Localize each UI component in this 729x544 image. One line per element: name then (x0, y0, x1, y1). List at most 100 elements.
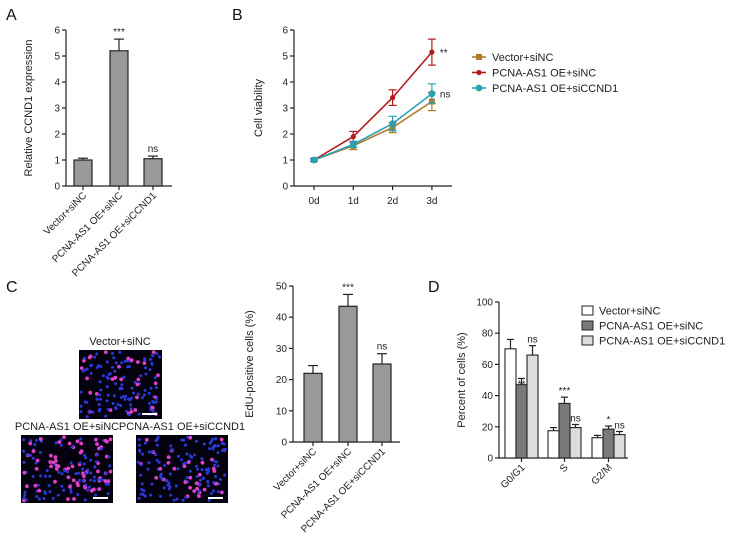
y-tick-label: 2 (282, 130, 288, 141)
nucleus (105, 385, 109, 389)
nucleus (137, 438, 141, 442)
nucleus (204, 468, 208, 472)
nucleus (151, 409, 155, 413)
circle-marker (428, 90, 436, 98)
nucleus (143, 357, 147, 361)
x-tick-label: 3d (426, 196, 437, 207)
edu-positive-nucleus (192, 489, 197, 493)
nucleus (147, 391, 151, 395)
nucleus (107, 377, 110, 380)
edu-positive-nucleus (197, 494, 201, 498)
nucleus (42, 497, 46, 500)
nucleus (86, 488, 90, 492)
nucleus (79, 390, 83, 394)
nucleus (95, 397, 99, 401)
nucleus (136, 460, 140, 464)
nucleus (212, 481, 215, 484)
nucleus (104, 414, 108, 418)
nucleus (143, 389, 147, 392)
nucleus (148, 358, 152, 361)
series-line (313, 100, 433, 161)
nucleus (92, 479, 96, 483)
significance-label: ** (440, 48, 448, 59)
y-tick-label: 1 (282, 156, 288, 167)
edu-positive-nucleus (85, 376, 89, 381)
y-tick-label: 5 (282, 52, 288, 63)
nucleus (147, 450, 151, 454)
diamond-marker (476, 69, 482, 76)
nucleus (195, 474, 199, 478)
edu-positive-nucleus (33, 483, 38, 488)
nucleus (150, 450, 154, 454)
nucleus (140, 463, 143, 467)
edu-positive-nucleus (97, 446, 101, 451)
y-tick-label: 0 (281, 438, 287, 449)
nucleus (171, 448, 175, 452)
nucleus (127, 365, 131, 369)
edu-positive-nucleus (151, 350, 156, 354)
nucleus (51, 496, 55, 500)
y-tick-label: 50 (276, 282, 288, 293)
edu-positive-nucleus (67, 441, 72, 446)
nucleus (176, 467, 180, 471)
nucleus (83, 498, 87, 502)
edu-positive-nucleus (220, 490, 224, 495)
nucleus (154, 386, 158, 390)
nucleus (122, 375, 126, 379)
nucleus (112, 394, 116, 398)
nucleus (62, 488, 66, 492)
nucleus (176, 454, 180, 458)
nucleus (196, 467, 200, 471)
nucleus (141, 452, 144, 456)
nucleus (213, 463, 217, 467)
edu-positive-nucleus (103, 479, 108, 484)
x-tick-label: 0d (308, 196, 319, 207)
edu-positive-nucleus (188, 485, 193, 490)
nucleus (22, 438, 26, 442)
nucleus (82, 462, 86, 466)
nucleus (31, 475, 35, 478)
nucleus (97, 403, 101, 406)
nucleus (37, 497, 41, 501)
nucleus (139, 492, 143, 496)
edu-positive-nucleus (54, 459, 58, 463)
bar (569, 427, 582, 459)
nucleus (213, 444, 217, 448)
edu-positive-nucleus (166, 461, 171, 465)
nucleus (93, 355, 96, 359)
edu-positive-nucleus (119, 377, 124, 382)
nucleus (183, 443, 187, 447)
nucleus (100, 447, 104, 451)
y-tick-label: 0 (487, 454, 493, 465)
nucleus (215, 460, 218, 464)
nucleus (98, 393, 102, 397)
nucleus (34, 461, 38, 465)
edu-positive-nucleus (183, 480, 188, 485)
nucleus (84, 471, 88, 475)
micrograph-image (21, 435, 113, 503)
edu-positive-nucleus (108, 437, 113, 442)
nucleus (101, 374, 105, 378)
nucleus (98, 380, 102, 384)
nucleus (47, 484, 51, 488)
nucleus (85, 415, 89, 419)
nucleus (146, 467, 150, 471)
nucleus (63, 469, 67, 473)
y-axis-label: Cell viability (253, 78, 265, 137)
nucleus (214, 437, 218, 441)
nucleus (159, 472, 163, 476)
nucleus (195, 439, 198, 443)
nucleus (85, 367, 89, 371)
edu-positive-nucleus (22, 470, 27, 475)
y-tick-label: 4 (54, 78, 60, 89)
bar (515, 384, 528, 459)
y-tick-label: 20 (482, 422, 494, 433)
edu-positive-nucleus (117, 364, 121, 369)
nucleus (92, 475, 96, 479)
nucleus (106, 393, 110, 397)
nucleus (60, 484, 64, 488)
nucleus (85, 400, 89, 404)
edu-positive-nucleus (195, 486, 200, 491)
y-tick-label: 6 (54, 26, 60, 37)
bar (372, 363, 392, 443)
